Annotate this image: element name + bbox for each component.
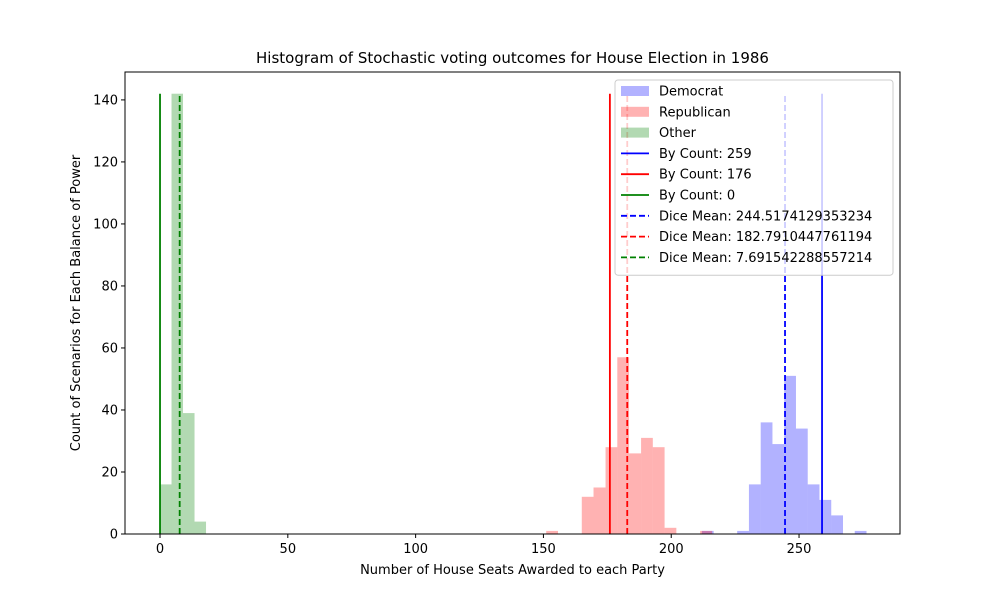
y-tick-label: 100 (93, 217, 118, 232)
y-axis-label: Count of Scenarios for Each Balance of P… (69, 154, 84, 451)
x-tick-label: 100 (403, 542, 428, 557)
democrat-bar (784, 375, 796, 534)
democrat-bar (701, 530, 714, 534)
legend-label: Dice Mean: 182.7910447761194 (659, 230, 872, 245)
bars-layer (160, 93, 867, 534)
democrat-bar (772, 444, 785, 534)
x-tick-label: 50 (280, 542, 297, 557)
legend-label: By Count: 0 (659, 189, 735, 204)
other-bar (194, 521, 207, 534)
legend-swatch (621, 86, 649, 96)
legend-label: Dice Mean: 244.5174129353234 (659, 209, 872, 224)
republican-bar (593, 487, 606, 534)
y-tick-label: 120 (93, 155, 118, 170)
legend-label: Other (659, 126, 697, 141)
y-axis-ticks: 0 20 40 60 80 100 120 140 (93, 93, 125, 543)
x-tick-label: 150 (531, 542, 556, 557)
democrat-bar (795, 428, 808, 534)
legend: Democrat Republican Other By Count: 259 By C… (614, 79, 894, 276)
plot-frame (124, 71, 901, 535)
y-tick-label: 60 (101, 341, 118, 356)
other-bar (183, 413, 195, 534)
republican-bar (700, 530, 713, 534)
y-tick-label: 40 (101, 403, 118, 418)
democrat-bar (737, 530, 749, 534)
republican-bar (641, 437, 653, 534)
democrat-bar (748, 484, 761, 534)
y-tick-label: 0 (110, 528, 118, 543)
x-tick-label: 200 (659, 542, 684, 557)
x-axis-label: Number of House Seats Awarded to each Pa… (360, 563, 665, 578)
legend-label: Dice Mean: 7.691542288557214 (659, 251, 872, 266)
republican-bar (617, 357, 630, 534)
other-bar (171, 93, 184, 534)
y-tick-label: 20 (101, 465, 118, 480)
legend-swatch (621, 127, 649, 138)
legend-swatch (621, 106, 649, 117)
legend-label: By Count: 176 (659, 168, 752, 183)
y-tick-label: 140 (93, 93, 118, 108)
chart-title: Histogram of Stochastic voting outcomes … (256, 49, 769, 67)
legend-label: Democrat (659, 85, 723, 100)
republican-bar (605, 447, 618, 534)
republican-bar (546, 530, 558, 534)
democrat-bar (831, 515, 843, 534)
x-tick-label: 250 (787, 542, 812, 557)
republican-bar (581, 496, 594, 534)
x-tick-label: 0 (156, 542, 164, 557)
other-bar (160, 484, 172, 534)
legend-label: By Count: 259 (659, 147, 752, 162)
republican-bar (652, 447, 665, 534)
y-tick-label: 80 (101, 279, 118, 294)
democrat-bar (819, 499, 832, 534)
democrat-bar (760, 422, 773, 534)
x-axis-ticks: 0 50 100 150 200 250 (156, 534, 812, 557)
republican-bar (664, 527, 677, 534)
legend-label: Republican (659, 105, 731, 120)
republican-bar (629, 453, 642, 534)
democrat-bar (854, 530, 867, 534)
democrat-bar (807, 484, 820, 534)
legend-box (614, 79, 894, 276)
